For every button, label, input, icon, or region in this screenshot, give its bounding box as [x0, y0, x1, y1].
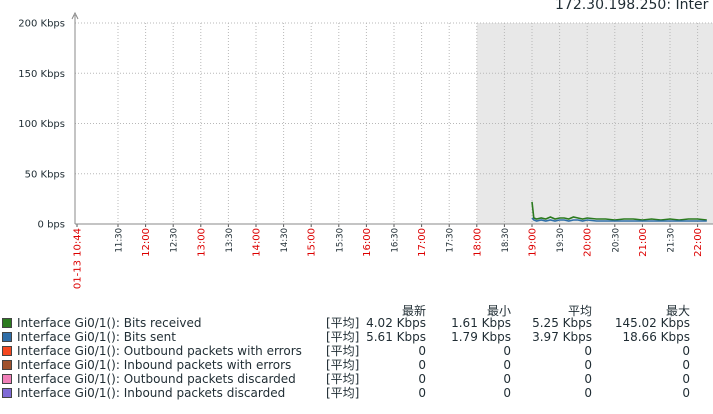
x-tick-label: 21:30 — [667, 228, 677, 253]
legend-item-name: Interface Gi0/1(): Outbound packets disc… — [17, 372, 296, 386]
x-tick-label: 15:30 — [335, 228, 345, 253]
legend-column-header: 最大 — [665, 304, 690, 318]
legend-item-value: 4.02 Kbps — [366, 316, 426, 330]
legend-item-value: 145.02 Kbps — [614, 316, 690, 330]
legend-item-value: 0 — [682, 372, 690, 386]
x-tick-label: 18:00 — [472, 228, 483, 257]
legend-row: Interface Gi0/1(): Outbound packets with… — [0, 344, 713, 358]
legend-item-value: 18.66 Kbps — [622, 330, 690, 344]
legend-item-func: [平均] — [326, 386, 360, 400]
x-tick-label: 13:30 — [225, 228, 235, 253]
legend-item-value: 5.25 Kbps — [532, 316, 592, 330]
x-tick-label: 19:30 — [556, 228, 566, 253]
legend-item-value: 0 — [682, 386, 690, 400]
legend-item-name: Interface Gi0/1(): Outbound packets with… — [17, 344, 302, 358]
x-tick-label: 14:00 — [252, 228, 263, 257]
legend-swatch — [2, 388, 12, 398]
x-tick-label: 14:30 — [280, 228, 290, 253]
x-tick-label: 20:00 — [583, 228, 594, 257]
legend-column-header: 最新 — [401, 304, 426, 318]
y-tick-label: 100 Kbps — [18, 119, 65, 130]
legend-item-value: 0 — [418, 344, 426, 358]
y-tick-label: 150 Kbps — [18, 69, 65, 80]
legend-item-value: 0 — [418, 358, 426, 372]
legend-item-value: 0 — [503, 386, 511, 400]
x-tick-label: 18:30 — [501, 228, 511, 253]
legend-row: Interface Gi0/1(): Bits received [平均] 4.02… — [0, 316, 713, 330]
legend-item-func: [平均] — [326, 316, 360, 330]
legend-swatch — [2, 360, 12, 370]
y-tick-label: 50 Kbps — [25, 169, 65, 180]
legend-swatch — [2, 318, 12, 328]
x-tick-label: 16:00 — [362, 228, 373, 257]
legend-swatch — [2, 374, 12, 384]
legend-item-value: 1.61 Kbps — [451, 316, 511, 330]
x-tick-label: 01-13 10:44 — [73, 228, 84, 289]
legend-item-name: Interface Gi0/1(): Bits sent — [17, 330, 176, 344]
x-tick-label: 19:00 — [528, 228, 539, 257]
chart-title: 172.30.198.250: Inter — [555, 0, 709, 13]
x-tick-label: 13:00 — [196, 228, 207, 257]
x-tick-label: 15:00 — [307, 228, 318, 257]
legend-item-value: 0 — [682, 344, 690, 358]
x-tick-label: 17:30 — [446, 228, 456, 253]
legend-item-value: 0 — [418, 372, 426, 386]
legend-item-value: 3.97 Kbps — [532, 330, 592, 344]
legend-item-value: 0 — [682, 358, 690, 372]
graph-canvas: 200 Kbps 150 Kbps 100 Kbps 50 Kbps 0 bps 01-… — [18, 11, 713, 289]
x-tick-label: 16:30 — [391, 228, 401, 253]
legend-item-func: [平均] — [326, 372, 360, 386]
legend-item-value: 0 — [584, 344, 592, 358]
x-tick-label: 11:30 — [115, 228, 125, 253]
legend-item-value: 0 — [584, 358, 592, 372]
x-tick-label: 20:30 — [611, 228, 621, 253]
legend-item-value: 0 — [503, 372, 511, 386]
x-tick-label: 12:00 — [141, 228, 152, 257]
legend-item-value: 1.79 Kbps — [451, 330, 511, 344]
legend-item-func: [平均] — [326, 344, 360, 358]
legend-item-name: Interface Gi0/1(): Inbound packets with … — [17, 358, 292, 372]
y-axis-arrow — [71, 11, 79, 20]
legend-item-value: 0 — [418, 386, 426, 400]
x-tick-label: 12:30 — [170, 228, 180, 253]
legend-item-value: 0 — [584, 386, 592, 400]
series-line — [531, 217, 707, 222]
legend-item-value: 0 — [503, 358, 511, 372]
legend-item-value: 5.61 Kbps — [366, 330, 426, 344]
legend-row: Interface Gi0/1(): Bits sent [平均] 5.61 Kbp… — [0, 330, 713, 344]
y-axis: 200 Kbps 150 Kbps 100 Kbps 50 Kbps 0 bps — [18, 11, 79, 231]
legend-item-value: 0 — [503, 344, 511, 358]
x-axis: 01-13 10:44 11:30 12:00 12:30 13:00 13:30 14:0… — [73, 223, 713, 289]
y-tick-label: 200 Kbps — [18, 19, 65, 30]
legend-item-value: 0 — [584, 372, 592, 386]
legend-column-header: 平均 — [567, 304, 592, 318]
grid — [75, 22, 713, 224]
legend-swatch — [2, 332, 12, 342]
legend-column-header: 最小 — [486, 304, 511, 318]
legend-row: Interface Gi0/1(): Outbound packets disc… — [0, 372, 713, 386]
legend-item-func: [平均] — [326, 330, 360, 344]
y-tick-label: 0 bps — [38, 220, 65, 231]
x-tick-label: 22:00 — [693, 228, 704, 257]
series-lines — [531, 201, 707, 222]
legend-item-func: [平均] — [326, 358, 360, 372]
legend-row: Interface Gi0/1(): Inbound packets with … — [0, 358, 713, 372]
legend-row: Interface Gi0/1(): Inbound packets disca… — [0, 386, 713, 400]
legend-item-name: Interface Gi0/1(): Inbound packets disca… — [17, 386, 286, 400]
legend-item-name: Interface Gi0/1(): Bits received — [17, 316, 202, 330]
x-tick-label: 17:00 — [417, 228, 428, 257]
legend-swatch — [2, 346, 12, 356]
series-line — [531, 201, 707, 221]
x-tick-label: 21:00 — [638, 228, 649, 257]
